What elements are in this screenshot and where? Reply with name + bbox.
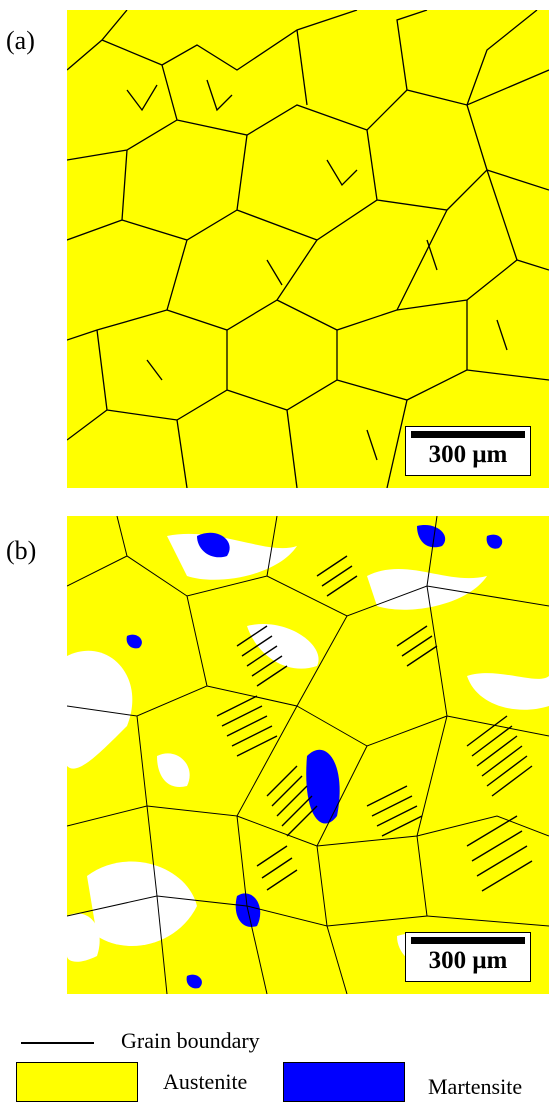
scale-bar-b: 300 μm — [405, 932, 531, 982]
scale-bar-line — [411, 431, 525, 438]
grain-boundary-network-a — [67, 10, 549, 488]
ebsd-phase-map-b: 300 μm — [67, 516, 549, 994]
deformed-microstructure-b — [67, 516, 549, 994]
grain-boundary-legend-line — [21, 1042, 94, 1044]
scale-bar-line — [411, 937, 525, 944]
legend-grain-boundary: Grain boundary — [121, 1028, 260, 1053]
martensite-swatch — [283, 1062, 405, 1102]
austenite-swatch — [16, 1062, 138, 1102]
legend-martensite: Martensite — [428, 1074, 523, 1099]
ebsd-phase-map-a: 300 μm — [67, 10, 549, 488]
scale-bar-text: 300 μm — [428, 441, 508, 468]
legend-austenite: Austenite — [163, 1069, 248, 1094]
scale-bar-text: 300 μm — [428, 947, 508, 974]
panel-label-a: (a) — [6, 26, 35, 55]
panel-label-b: (b) — [6, 536, 37, 565]
scale-bar-a: 300 μm — [405, 426, 531, 476]
